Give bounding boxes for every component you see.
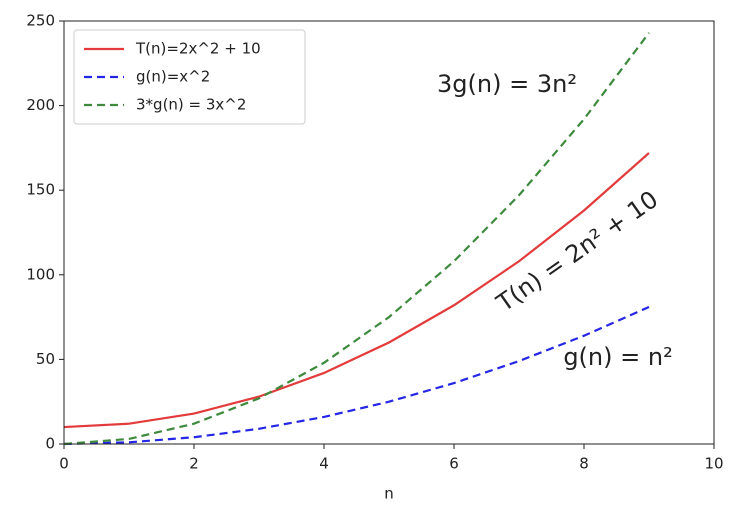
y-tick-label: 100 — [26, 265, 55, 283]
series-line — [63, 305, 650, 446]
x-axis-label: n — [384, 485, 394, 503]
x-tick-label: 8 — [579, 455, 589, 473]
series-line — [63, 32, 650, 446]
x-tick-label: 4 — [319, 455, 329, 473]
y-tick-label: 250 — [26, 12, 55, 30]
annotation: 3g(n) = 3n² — [437, 70, 577, 98]
annotation: g(n) = n² — [563, 343, 672, 371]
series-line — [63, 152, 650, 429]
y-tick-label: 50 — [36, 350, 55, 368]
x-tick-label: 6 — [449, 455, 459, 473]
y-tick-label: 150 — [26, 181, 55, 199]
x-tick-label: 2 — [189, 455, 199, 473]
legend-label: 3*g(n) = 3x^2 — [136, 96, 246, 114]
legend-label: g(n)=x^2 — [136, 68, 210, 86]
annotation: T(n) = 2n² + 10 — [491, 185, 664, 317]
y-tick-label: 0 — [45, 435, 55, 453]
y-tick-label: 200 — [26, 96, 55, 114]
x-tick-label: 10 — [704, 455, 723, 473]
x-tick-label: 0 — [59, 455, 69, 473]
legend-label: T(n)=2x^2 + 10 — [135, 40, 261, 58]
legend-box — [73, 29, 306, 125]
plot-frame — [63, 20, 715, 445]
